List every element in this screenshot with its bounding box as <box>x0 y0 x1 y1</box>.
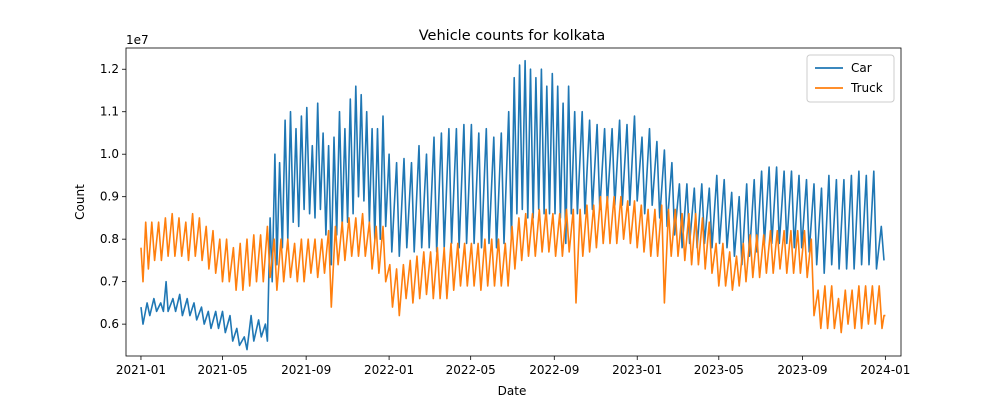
x-tick-label: 2021-05 <box>197 363 247 377</box>
y-tick-label: 0.7 <box>100 275 119 289</box>
legend-box <box>806 54 895 103</box>
x-tick-label: 2021-09 <box>281 363 331 377</box>
y-tick-label: 1.1 <box>100 105 119 119</box>
series-line-truck <box>140 195 886 334</box>
y-tick-label: 1.2 <box>100 62 119 76</box>
x-tick-label: 2024-01 <box>860 363 910 377</box>
y-axis-label: Count <box>73 184 87 220</box>
y-axis: 0.6 0.7 0.8 0.9 1.0 1.1 1.2 <box>100 62 126 331</box>
y-scale-label: 1e7 <box>126 33 149 47</box>
series-line-car <box>140 59 885 351</box>
legend: Car Truck <box>806 54 895 103</box>
y-tick-label: 1.0 <box>100 147 119 161</box>
plot-frame <box>125 47 902 357</box>
chart-title: Vehicle counts for kolkata <box>419 28 605 44</box>
y-tick-label: 0.9 <box>100 190 119 204</box>
x-tick-label: 2022-09 <box>529 363 579 377</box>
x-tick-label: 2022-01 <box>364 363 414 377</box>
y-tick-label: 0.8 <box>100 232 119 246</box>
plot-area <box>140 59 886 351</box>
x-axis-label: Date <box>498 384 527 398</box>
legend-label-car: Car <box>851 61 872 75</box>
x-tick-label: 2022-05 <box>446 363 496 377</box>
x-axis: 2021-01 2021-05 2021-09 2022-01 2022-05 2022-… <box>116 356 910 377</box>
x-tick-label: 2023-05 <box>694 363 744 377</box>
x-tick-label: 2021-01 <box>116 363 166 377</box>
y-tick-label: 0.6 <box>100 317 119 331</box>
x-tick-label: 2023-01 <box>612 363 662 377</box>
x-tick-label: 2023-09 <box>777 363 827 377</box>
legend-label-truck: Truck <box>850 81 883 95</box>
